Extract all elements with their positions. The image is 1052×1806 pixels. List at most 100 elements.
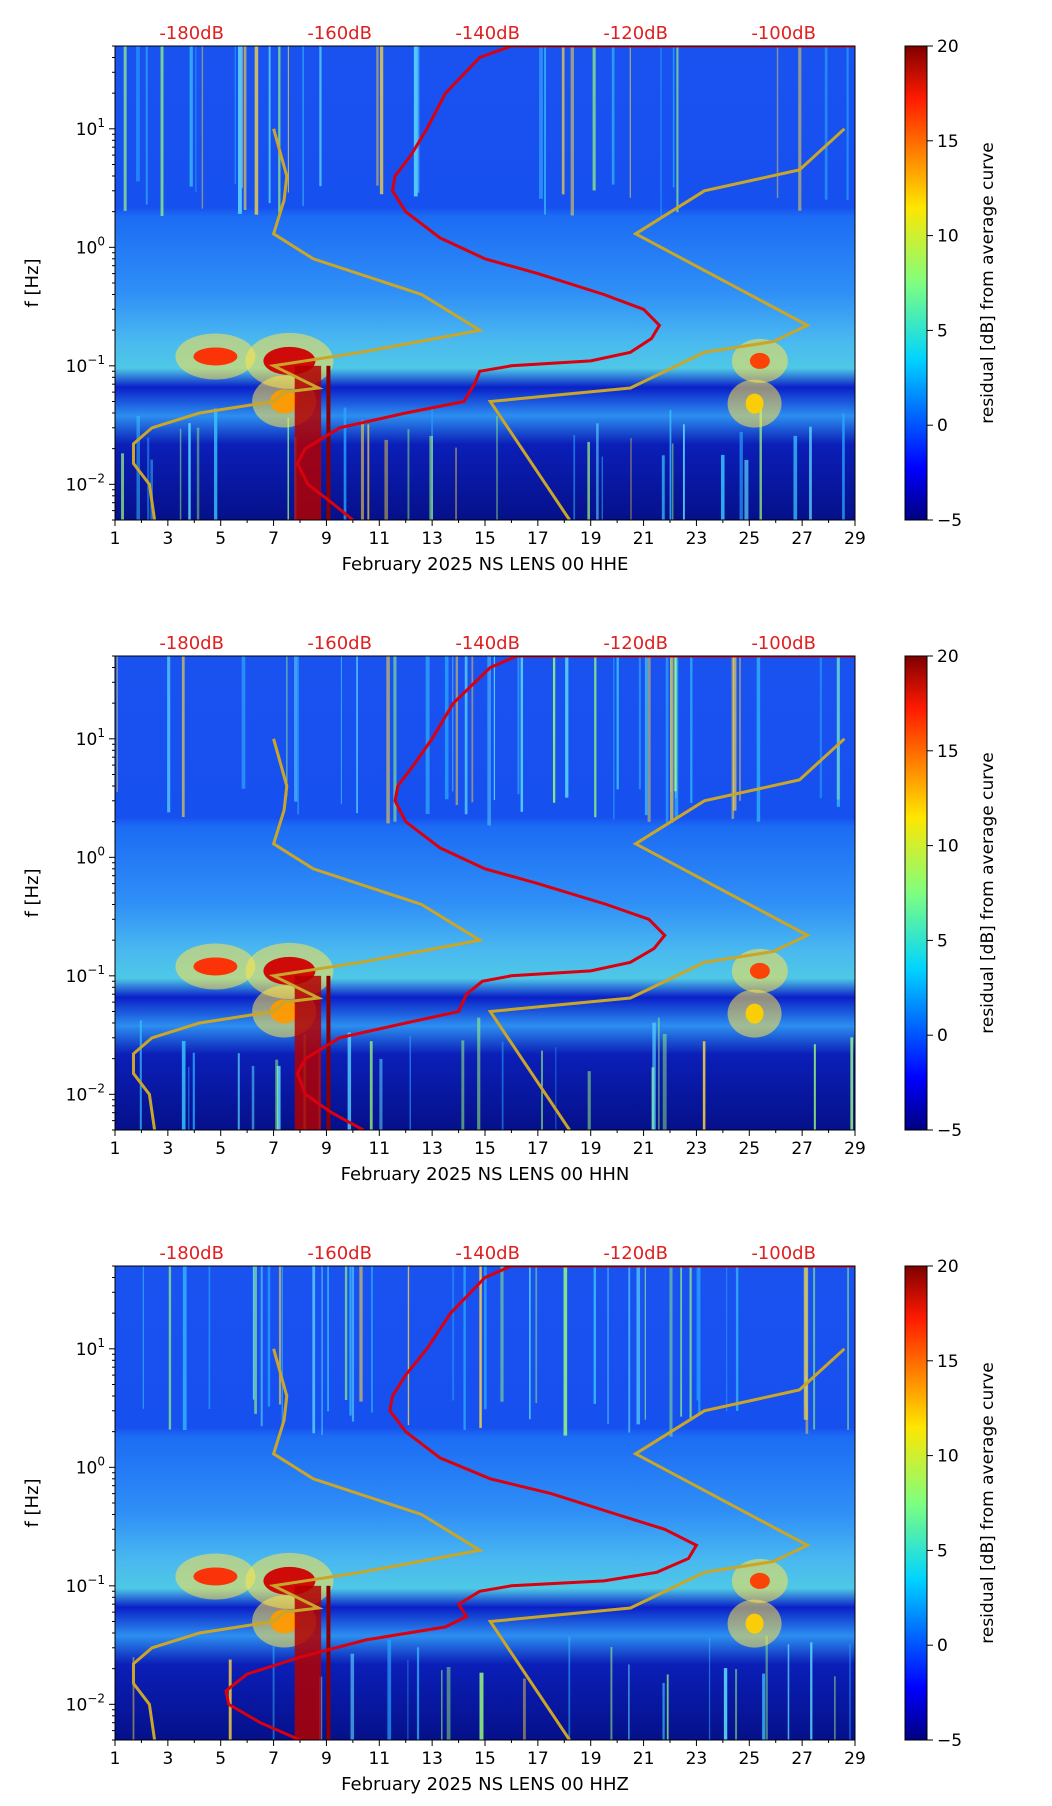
residual-streak xyxy=(842,413,845,520)
residual-streak xyxy=(721,454,725,520)
residual-streak xyxy=(689,1266,692,1418)
top-db-label: -140dB xyxy=(455,633,520,654)
residual-streak xyxy=(765,1635,768,1740)
residual-streak xyxy=(592,46,596,191)
residual-streak xyxy=(409,1035,411,1130)
residual-streak xyxy=(416,1647,420,1740)
residual-streak xyxy=(798,46,802,211)
y-tick-label: 101 xyxy=(76,116,105,140)
colorbar-tick-label: 5 xyxy=(937,931,948,951)
residual-streak xyxy=(517,656,520,795)
residual-streak xyxy=(343,407,347,520)
residual-streak xyxy=(477,1017,481,1130)
x-tick-label: 15 xyxy=(474,1749,496,1769)
x-tick-label: 3 xyxy=(162,1139,173,1159)
colorbar-tick-label: 10 xyxy=(937,227,959,247)
noise-curve xyxy=(295,46,855,520)
residual-streak xyxy=(444,656,449,800)
residual-streak xyxy=(407,1660,409,1740)
residual-streak xyxy=(461,1040,465,1130)
residual-streak xyxy=(359,1266,363,1402)
residual-streak xyxy=(676,46,679,213)
y-tick-exponent: 1 xyxy=(97,1336,105,1350)
colorbar-tick-label: 20 xyxy=(937,1257,959,1277)
residual-streak xyxy=(251,1065,255,1130)
residual-streak xyxy=(735,1669,738,1740)
x-tick-label: 19 xyxy=(580,1749,602,1769)
residual-streak xyxy=(139,1020,142,1130)
residual-streak xyxy=(425,656,430,815)
artifact-line xyxy=(326,1585,331,1740)
hotspot xyxy=(745,393,764,414)
residual-streak xyxy=(319,46,322,187)
heatmap-streaks xyxy=(116,656,854,1130)
y-tick-label: 100 xyxy=(76,844,105,868)
x-tick-label: 11 xyxy=(368,529,390,549)
x-tick-label: 3 xyxy=(162,1749,173,1769)
residual-streak xyxy=(613,656,615,820)
x-tick-label: 5 xyxy=(215,529,226,549)
residual-streak xyxy=(386,656,390,824)
y-tick-exponent: −2 xyxy=(87,1081,105,1095)
x-tick-label: 19 xyxy=(580,1139,602,1159)
x-tick-label: 17 xyxy=(527,1749,549,1769)
y-tick-label: 10−1 xyxy=(66,353,105,377)
residual-streak xyxy=(145,46,148,205)
colorbar-tick-label: −5 xyxy=(937,1731,962,1751)
residual-streak xyxy=(803,1266,808,1420)
noise-curve xyxy=(224,1266,855,1740)
y-tick-label: 10−1 xyxy=(66,963,105,987)
x-tick-label: 27 xyxy=(791,1139,813,1159)
y-tick-base: 10 xyxy=(76,848,98,868)
residual-streak xyxy=(234,46,236,185)
residual-streak xyxy=(669,410,672,520)
residual-streak xyxy=(762,1673,766,1740)
residual-streak xyxy=(379,46,384,195)
residual-streak xyxy=(371,1266,373,1413)
top-db-label: -100dB xyxy=(751,23,816,44)
residual-streak xyxy=(670,656,674,823)
residual-streak xyxy=(739,431,743,520)
colorbar-tick-label: 20 xyxy=(937,647,959,667)
y-axis-label: f [Hz] xyxy=(22,868,43,917)
x-axis-label: February 2025 NS LENS 00 HHN xyxy=(341,1164,630,1185)
residual-streak xyxy=(407,429,410,520)
residual-streak xyxy=(735,1266,739,1411)
residual-streak xyxy=(208,1266,211,1410)
hotspot xyxy=(193,347,238,366)
colorbar-tick-label: 15 xyxy=(937,742,959,762)
residual-streak xyxy=(662,1682,665,1740)
residual-streak xyxy=(360,420,365,520)
residual-streak xyxy=(123,46,127,211)
residual-streak xyxy=(463,1266,466,1431)
residual-streak xyxy=(563,1266,568,1436)
residual-streak xyxy=(268,46,271,204)
residual-streak xyxy=(254,46,259,215)
residual-streak xyxy=(647,656,651,822)
x-tick-label: 21 xyxy=(633,1139,655,1159)
colorbar-tick-label: 10 xyxy=(937,837,959,857)
y-tick-label: 10−1 xyxy=(66,1573,105,1597)
residual-streak xyxy=(652,1022,656,1130)
model-curve-high xyxy=(487,737,846,1130)
y-tick-exponent: 0 xyxy=(97,844,105,858)
residual-streak xyxy=(344,1266,348,1400)
residual-streak xyxy=(387,1639,392,1740)
hotspot xyxy=(270,1609,299,1634)
residual-streak xyxy=(393,656,397,822)
top-db-label: -180dB xyxy=(159,633,224,654)
top-db-label: -180dB xyxy=(159,1243,224,1264)
x-tick-label: 7 xyxy=(268,1749,279,1769)
colorbar xyxy=(904,1265,928,1741)
x-tick-label: 5 xyxy=(215,1749,226,1769)
y-tick-base: 10 xyxy=(66,1577,88,1597)
residual-streak xyxy=(819,656,823,799)
residual-streak xyxy=(836,656,841,807)
residual-streak xyxy=(573,435,576,520)
residual-streak xyxy=(116,656,118,793)
hotspot xyxy=(745,1003,764,1024)
residual-streak xyxy=(429,435,434,520)
x-tick-label: 25 xyxy=(738,1749,760,1769)
